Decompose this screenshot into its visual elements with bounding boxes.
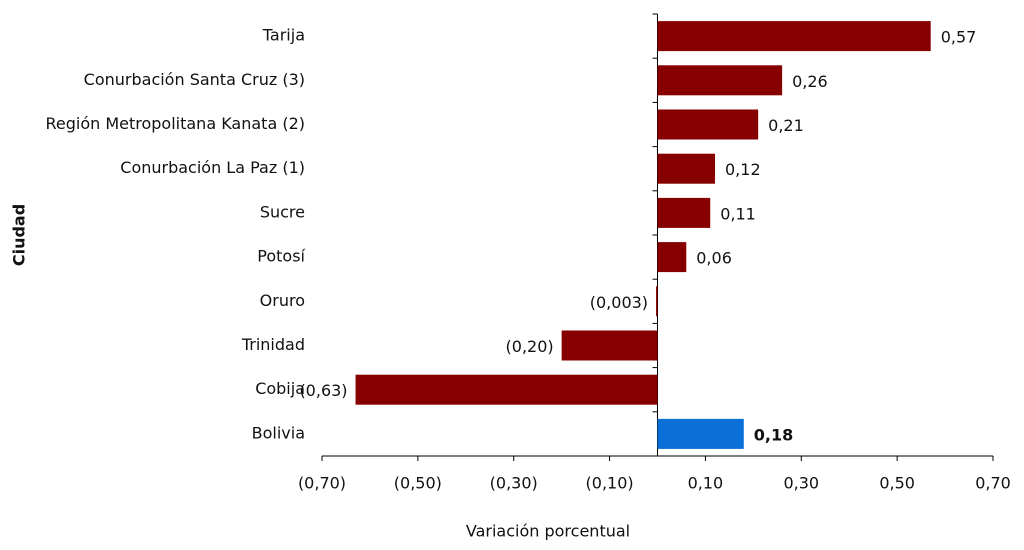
y-tick-label: Trinidad — [241, 335, 305, 354]
bar — [657, 65, 783, 96]
bar — [657, 153, 716, 184]
data-label: 0,11 — [720, 204, 756, 223]
x-tick-label: (0,30) — [490, 474, 538, 493]
x-tick-label: (0,10) — [586, 474, 634, 493]
y-tick-label: Tarija — [262, 26, 305, 45]
y-tick-label: Región Metropolitana Kanata (2) — [45, 114, 305, 133]
bar — [657, 242, 687, 273]
x-tick-label: (0,50) — [394, 474, 442, 493]
data-label: 0,21 — [768, 116, 804, 135]
y-tick-label: Oruro — [260, 291, 305, 310]
x-axis-title: Variación porcentual — [466, 522, 630, 541]
data-label: 0,18 — [754, 425, 793, 444]
bar — [657, 21, 931, 52]
data-label: 0,57 — [941, 28, 977, 47]
bar — [657, 197, 711, 228]
data-label: 0,06 — [696, 249, 732, 268]
x-tick-label: 0,70 — [975, 474, 1011, 493]
data-label: 0,12 — [725, 160, 761, 179]
y-tick-label: Bolivia — [252, 423, 305, 442]
y-tick-label: Conurbación Santa Cruz (3) — [84, 70, 305, 89]
y-tick-label: Conurbación La Paz (1) — [120, 158, 305, 177]
y-axis-title: Ciudad — [10, 204, 29, 266]
x-tick-label: (0,70) — [298, 474, 346, 493]
bar — [657, 418, 744, 449]
data-label: (0,003) — [590, 293, 648, 312]
x-tick-label: 0,10 — [688, 474, 724, 493]
bar — [657, 109, 759, 140]
data-label: 0,26 — [792, 72, 828, 91]
y-tick-label: Cobija — [255, 379, 305, 398]
bar — [355, 374, 658, 405]
data-label: (0,20) — [506, 337, 554, 356]
bar — [561, 330, 658, 361]
data-label: (0,63) — [299, 381, 347, 400]
x-tick-label: 0,50 — [879, 474, 915, 493]
y-tick-label: Potosí — [257, 247, 305, 266]
x-tick-label: 0,30 — [783, 474, 819, 493]
bar — [656, 286, 658, 317]
y-tick-label: Sucre — [260, 202, 305, 221]
